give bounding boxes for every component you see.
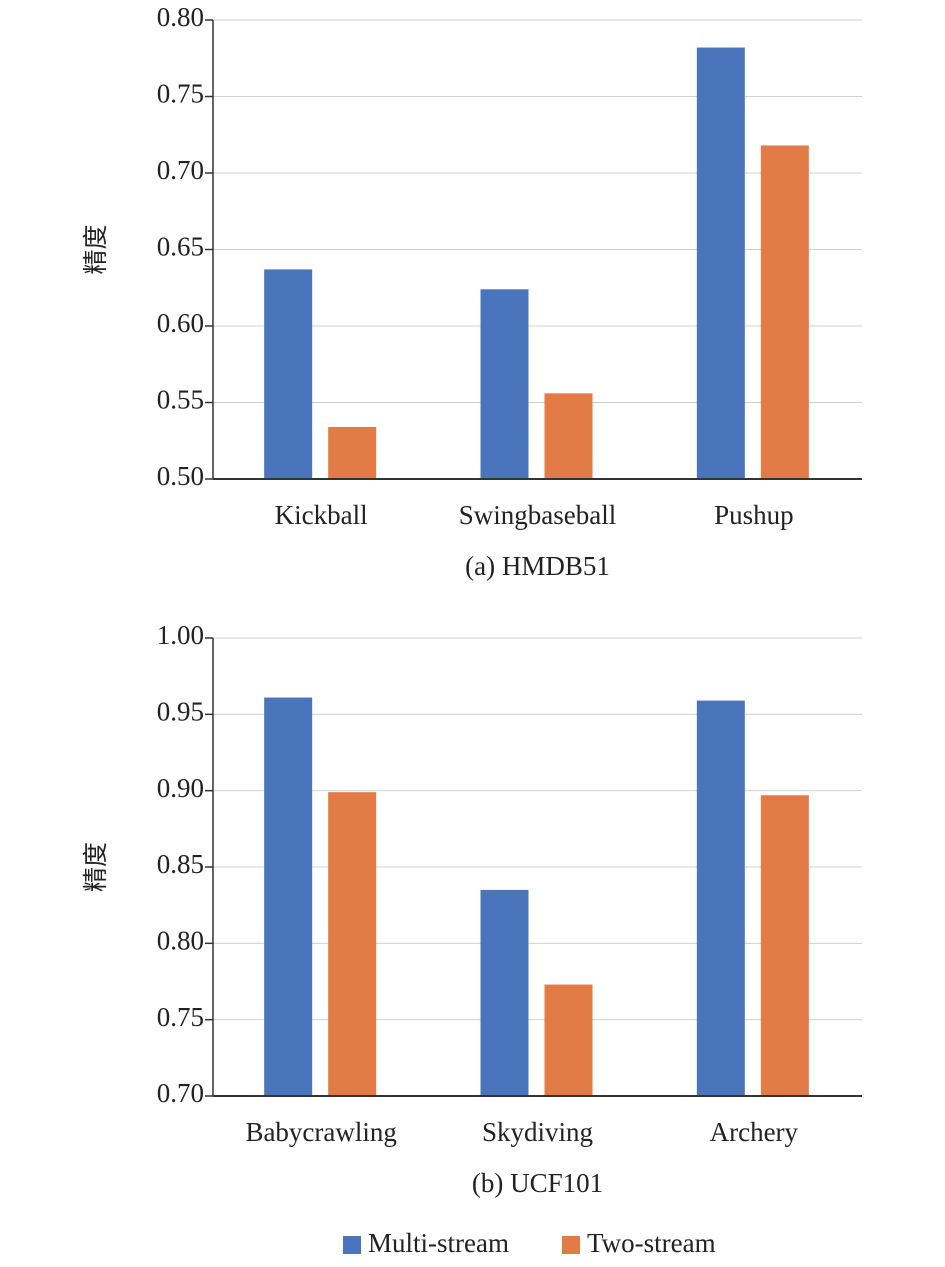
x-tick-label: Pushup [714, 500, 794, 530]
bar [696, 700, 745, 1096]
bar [760, 795, 809, 1096]
y-tick-label: 0.80 [157, 2, 204, 32]
bar: Two-stream [328, 426, 377, 479]
y-tick-label: 0.95 [157, 697, 204, 727]
y-axis-label: 精度 [81, 224, 110, 274]
y-tick-label: 0.55 [157, 385, 204, 415]
x-tick-label: Babycrawling [245, 1117, 396, 1147]
bar: Multi-stream [480, 289, 529, 479]
x-tick-label: Skydiving [482, 1117, 593, 1147]
legend-swatch [562, 1236, 580, 1254]
y-tick-label: 0.75 [157, 79, 204, 109]
x-tick-label: Swingbaseball [459, 500, 616, 530]
bar: Multi-stream [264, 269, 313, 479]
bar [544, 984, 593, 1096]
y-tick-label: 0.60 [157, 308, 204, 338]
y-axis-label: 精度 [81, 842, 110, 892]
x-tick-label: Archery [710, 1117, 799, 1147]
bar [328, 792, 377, 1096]
legend-swatch [343, 1236, 361, 1254]
y-tick-label: 1.00 [157, 620, 204, 650]
legend-label: Multi-stream [368, 1228, 509, 1258]
y-tick-label: 0.75 [157, 1002, 204, 1032]
y-tick-label: 0.70 [157, 155, 204, 185]
bar: Two-stream [760, 145, 809, 479]
caption: (a) HMDB51 [465, 551, 610, 581]
bar: Multi-stream [696, 47, 745, 479]
y-tick-label: 0.85 [157, 849, 204, 879]
y-tick-label: 0.70 [157, 1078, 204, 1108]
y-tick-label: 0.65 [157, 232, 204, 262]
y-tick-label: 0.90 [157, 773, 204, 803]
caption: (b) UCF101 [472, 1168, 603, 1198]
bar [480, 889, 529, 1096]
y-tick-label: 0.50 [157, 461, 204, 491]
x-tick-label: Kickball [275, 500, 368, 530]
bar: Two-stream [544, 393, 593, 479]
bar [264, 697, 313, 1096]
legend-label: Two-stream [587, 1228, 716, 1258]
y-tick-label: 0.80 [157, 926, 204, 956]
